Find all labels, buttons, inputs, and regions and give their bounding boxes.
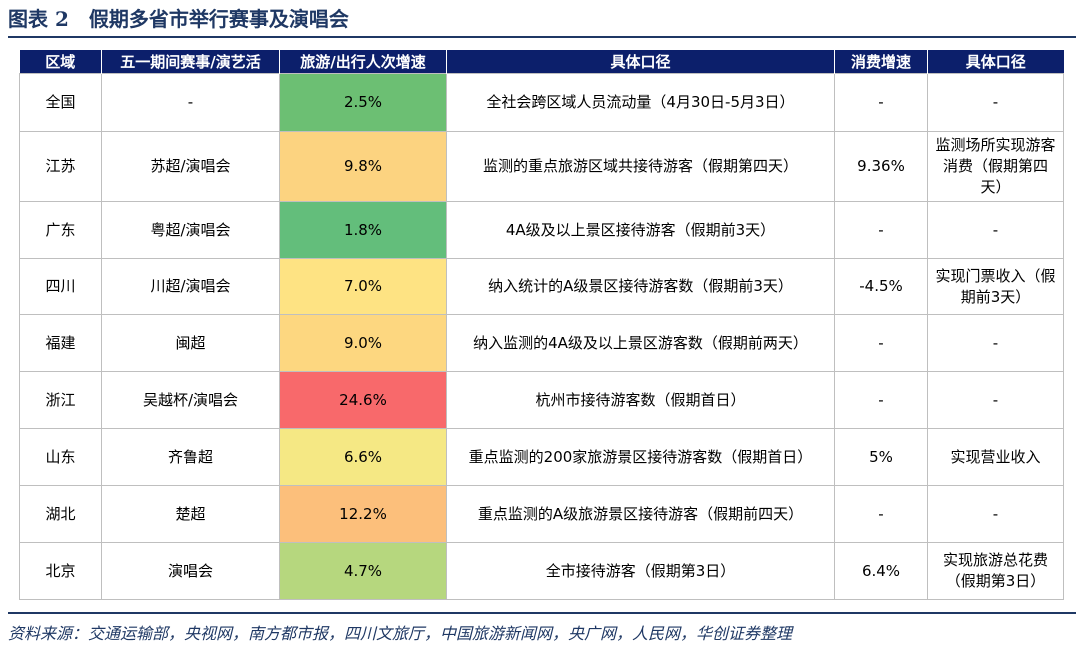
event-cell: 苏超/演唱会: [101, 131, 280, 202]
event-cell: 吴越杯/演唱会: [101, 371, 280, 429]
consumption-cell: -: [834, 314, 928, 372]
region-cell: 北京: [19, 542, 102, 600]
consumption-cell: -4.5%: [834, 258, 928, 315]
event-cell: 川超/演唱会: [101, 258, 280, 315]
consumption-scope-cell: -: [927, 371, 1064, 429]
scope-cell: 全市接待游客（假期第3日）: [446, 542, 835, 600]
region-cell: 四川: [19, 258, 102, 315]
table-row: 北京 演唱会 4.7% 全市接待游客（假期第3日） 6.4% 实现旅游总花费（假…: [19, 542, 1064, 600]
scope-cell: 杭州市接待游客数（假期首日）: [446, 371, 835, 429]
growth-cell: 4.7%: [279, 542, 447, 600]
col-header-event: 五一期间赛事/演艺活: [101, 50, 280, 74]
consumption-cell: -: [834, 371, 928, 429]
consumption-scope-cell: -: [927, 201, 1064, 259]
region-cell: 浙江: [19, 371, 102, 429]
scope-cell: 4A级及以上景区接待游客（假期前3天）: [446, 201, 835, 259]
table-row: 福建 闽超 9.0% 纳入监测的4A级及以上景区游客数（假期前两天） - -: [19, 314, 1064, 372]
source-divider: [8, 612, 1076, 614]
table-row: 广东 粤超/演唱会 1.8% 4A级及以上景区接待游客（假期前3天） - -: [19, 201, 1064, 259]
table-row: 全国 - 2.5% 全社会跨区域人员流动量（4月30日-5月3日） - -: [19, 73, 1064, 132]
table-row: 湖北 楚超 12.2% 重点监测的A级旅游景区接待游客（假期前四天） - -: [19, 485, 1064, 543]
event-cell: 齐鲁超: [101, 428, 280, 486]
scope-cell: 全社会跨区域人员流动量（4月30日-5月3日）: [446, 73, 835, 132]
event-cell: -: [101, 73, 280, 132]
consumption-cell: -: [834, 201, 928, 259]
table-row: 浙江 吴越杯/演唱会 24.6% 杭州市接待游客数（假期首日） - -: [19, 371, 1064, 429]
table-header-row: 区域 五一期间赛事/演艺活 旅游/出行人次增速 具体口径 消费增速 具体口径: [19, 50, 1064, 74]
events-table: 区域 五一期间赛事/演艺活 旅游/出行人次增速 具体口径 消费增速 具体口径 全…: [19, 50, 1064, 600]
consumption-scope-cell: -: [927, 314, 1064, 372]
event-cell: 粤超/演唱会: [101, 201, 280, 259]
scope-cell: 纳入监测的4A级及以上景区游客数（假期前两天）: [446, 314, 835, 372]
region-cell: 广东: [19, 201, 102, 259]
figure-title: 图表 2 假期多省市举行赛事及演唱会: [8, 7, 349, 31]
growth-cell: 6.6%: [279, 428, 447, 486]
growth-cell: 9.8%: [279, 131, 447, 202]
table-row: 山东 齐鲁超 6.6% 重点监测的200家旅游景区接待游客数（假期首日） 5% …: [19, 428, 1064, 486]
table-row: 四川 川超/演唱会 7.0% 纳入统计的A级景区接待游客数（假期前3天） -4.…: [19, 258, 1064, 315]
consumption-scope-cell: 实现门票收入（假期前3天）: [927, 258, 1064, 315]
growth-cell: 2.5%: [279, 73, 447, 132]
scope-cell: 监测的重点旅游区域共接待游客（假期第四天）: [446, 131, 835, 202]
region-cell: 福建: [19, 314, 102, 372]
source-note: 资料来源：交通运输部，央视网，南方都市报，四川文旅厅，中国旅游新闻网，央广网，人…: [8, 624, 793, 643]
consumption-scope-cell: -: [927, 73, 1064, 132]
consumption-cell: 5%: [834, 428, 928, 486]
scope-cell: 纳入统计的A级景区接待游客数（假期前3天）: [446, 258, 835, 315]
col-header-region: 区域: [19, 50, 102, 74]
consumption-cell: -: [834, 73, 928, 132]
col-header-consumption: 消费增速: [834, 50, 928, 74]
region-cell: 全国: [19, 73, 102, 132]
consumption-cell: 6.4%: [834, 542, 928, 600]
region-cell: 山东: [19, 428, 102, 486]
title-divider: [8, 36, 1076, 38]
event-cell: 楚超: [101, 485, 280, 543]
growth-cell: 7.0%: [279, 258, 447, 315]
scope-cell: 重点监测的A级旅游景区接待游客（假期前四天）: [446, 485, 835, 543]
region-cell: 江苏: [19, 131, 102, 202]
event-cell: 演唱会: [101, 542, 280, 600]
growth-cell: 12.2%: [279, 485, 447, 543]
col-header-scope: 具体口径: [446, 50, 835, 74]
consumption-cell: 9.36%: [834, 131, 928, 202]
consumption-scope-cell: 监测场所实现游客消费（假期第四天）: [927, 131, 1064, 202]
growth-cell: 1.8%: [279, 201, 447, 259]
growth-cell: 24.6%: [279, 371, 447, 429]
col-header-growth: 旅游/出行人次增速: [279, 50, 447, 74]
consumption-scope-cell: 实现旅游总花费（假期第3日）: [927, 542, 1064, 600]
growth-cell: 9.0%: [279, 314, 447, 372]
event-cell: 闽超: [101, 314, 280, 372]
table-row: 江苏 苏超/演唱会 9.8% 监测的重点旅游区域共接待游客（假期第四天） 9.3…: [19, 131, 1064, 202]
region-cell: 湖北: [19, 485, 102, 543]
scope-cell: 重点监测的200家旅游景区接待游客数（假期首日）: [446, 428, 835, 486]
col-header-consumption-scope: 具体口径: [927, 50, 1064, 74]
consumption-scope-cell: 实现营业收入: [927, 428, 1064, 486]
consumption-scope-cell: -: [927, 485, 1064, 543]
consumption-cell: -: [834, 485, 928, 543]
